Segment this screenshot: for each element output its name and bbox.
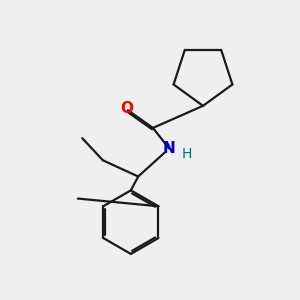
- Text: N: N: [163, 141, 175, 156]
- Text: O: O: [120, 101, 133, 116]
- Text: H: H: [182, 146, 192, 161]
